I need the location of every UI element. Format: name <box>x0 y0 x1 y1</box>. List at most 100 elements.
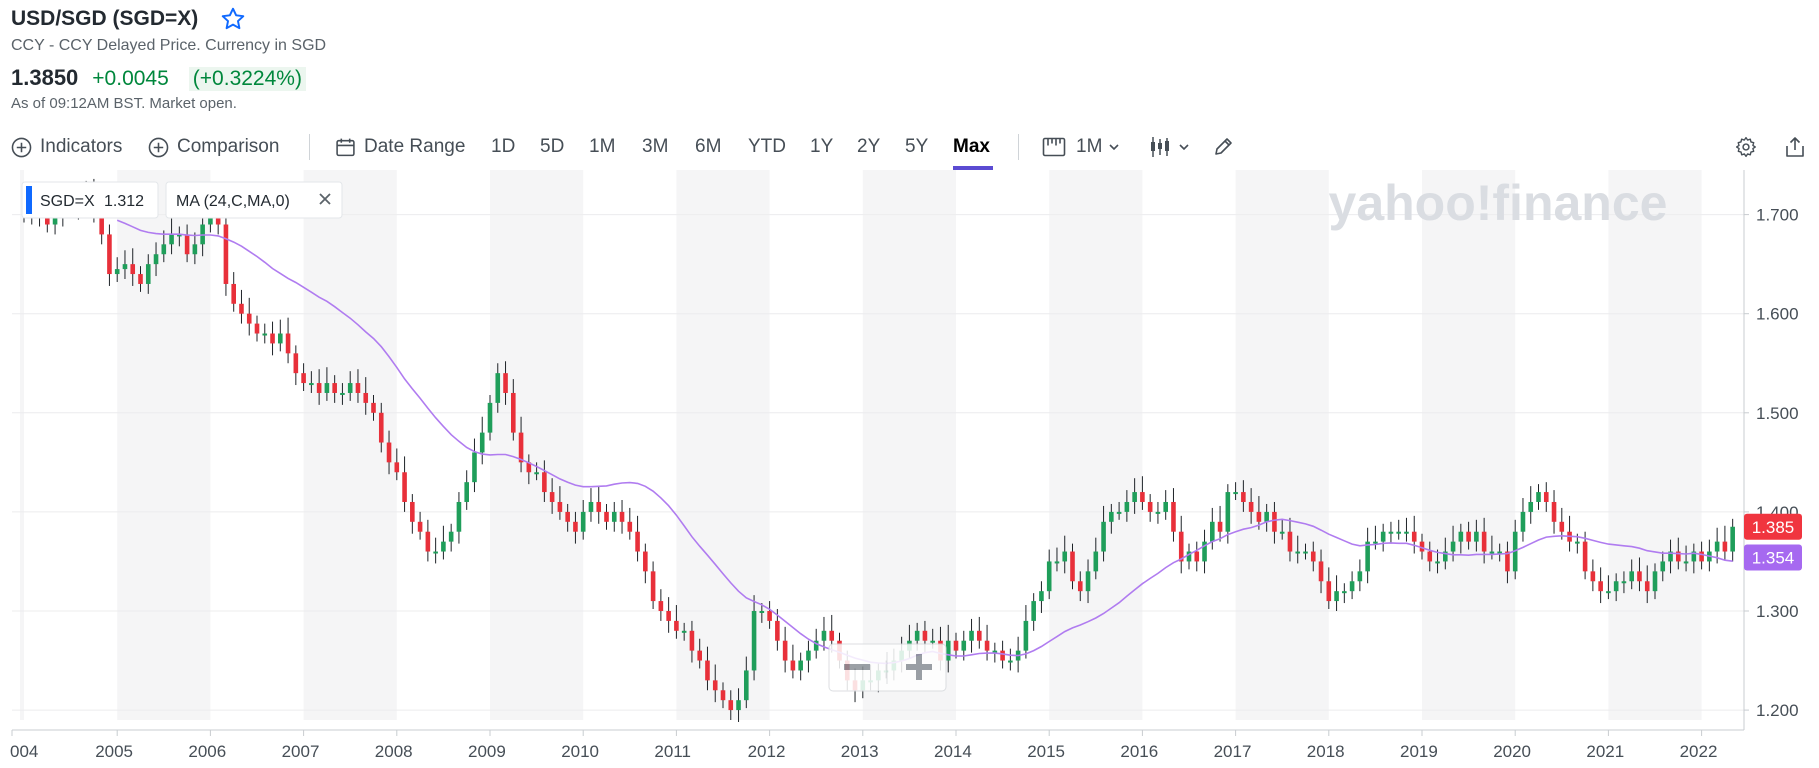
range-2y[interactable]: 2Y <box>857 136 881 157</box>
price-change: +0.0045 <box>92 67 169 90</box>
candle-body <box>99 214 104 235</box>
indicators-label: Indicators <box>40 136 123 157</box>
candle-body <box>782 640 788 661</box>
range-ytd[interactable]: YTD <box>748 136 786 157</box>
range-6m[interactable]: 6M <box>695 136 722 157</box>
range-1y[interactable]: 1Y <box>810 136 834 157</box>
candle-body <box>371 402 376 413</box>
settings-button[interactable] <box>1735 128 1757 166</box>
candle-body <box>278 333 283 344</box>
candle-body <box>922 630 928 641</box>
candle-body <box>472 452 477 483</box>
x-tick-label: 2020 <box>1493 742 1531 761</box>
candle-body <box>231 283 236 304</box>
candle-body <box>301 373 306 384</box>
candle-body <box>744 670 749 701</box>
ma-value-label: 1.354 <box>1752 548 1795 567</box>
candle-body <box>1194 551 1200 562</box>
candle-body <box>316 383 322 393</box>
candle-body <box>1668 551 1673 562</box>
candle-body <box>1248 501 1254 512</box>
comparison-button[interactable]: Comparison <box>148 128 279 166</box>
candle-body <box>992 650 998 653</box>
candle-body <box>1621 581 1627 584</box>
candle-body <box>114 269 120 275</box>
chart-type-dropdown[interactable] <box>1148 128 1190 166</box>
chart-canvas[interactable]: yahoo!finance 1.2001.3001.4001.5001.6001… <box>0 170 1819 763</box>
candle-body <box>821 630 827 641</box>
candle-body <box>479 432 485 453</box>
candle-body <box>122 264 128 270</box>
zoom-in-button[interactable] <box>906 654 932 680</box>
candle-body <box>1039 591 1044 602</box>
year-bands <box>20 170 1702 720</box>
range-1d[interactable]: 1D <box>491 136 516 157</box>
candle-body <box>1606 591 1611 594</box>
year-band <box>20 170 24 720</box>
share-button[interactable] <box>1785 128 1805 166</box>
candle-body <box>153 254 159 265</box>
range-5y[interactable]: 5Y <box>905 136 929 157</box>
last-price-tag: 1.385 <box>1744 513 1802 540</box>
y-tick-label: 1.300 <box>1756 602 1799 621</box>
candle-body <box>1093 551 1099 572</box>
range-1m[interactable]: 1M <box>589 136 616 157</box>
candle-body <box>169 234 174 245</box>
candle-body <box>433 551 438 554</box>
candle-body <box>1210 521 1215 542</box>
candle-body <box>1310 551 1316 562</box>
candle-body <box>1062 551 1068 562</box>
x-tick-label: 2011 <box>654 742 691 761</box>
candle-body <box>1683 561 1689 564</box>
range-max[interactable]: Max <box>953 136 990 157</box>
candle-body <box>293 353 299 374</box>
year-band <box>303 170 397 720</box>
y-tick-label: 1.200 <box>1756 701 1799 720</box>
indicators-button[interactable]: Indicators <box>11 128 122 166</box>
indicator-legend[interactable]: MA (24,C,MA,0) <box>165 181 343 219</box>
close-icon[interactable] <box>319 193 331 205</box>
candle-body <box>363 392 369 403</box>
x-tick-label: 2012 <box>748 742 786 761</box>
minus-icon <box>844 664 870 670</box>
draw-button[interactable] <box>1212 128 1234 166</box>
ruler-icon <box>1042 136 1066 158</box>
y-tick-label: 1.700 <box>1756 206 1799 225</box>
candle-body <box>394 462 400 473</box>
candle-body <box>611 511 617 522</box>
year-band <box>1608 170 1702 720</box>
candle-body <box>239 303 244 314</box>
candle-body <box>285 333 291 354</box>
x-tick-label: 2005 <box>95 742 133 761</box>
x-tick-label: 2019 <box>1400 742 1438 761</box>
candle-body <box>1334 591 1339 602</box>
range-5d[interactable]: 5D <box>540 136 565 157</box>
candle-body <box>573 521 578 532</box>
candle-body <box>1582 541 1588 572</box>
plus-icon <box>906 654 932 680</box>
year-band <box>1049 170 1143 720</box>
date-range-button[interactable]: Date Range <box>335 128 465 166</box>
candle-body <box>1474 531 1479 542</box>
range-3m[interactable]: 3M <box>642 136 669 157</box>
candle-body <box>674 620 679 631</box>
candle-body <box>588 501 594 512</box>
star-icon[interactable] <box>220 6 246 32</box>
candle-body <box>1365 541 1370 572</box>
gridlines <box>12 214 1744 711</box>
year-band <box>1422 170 1516 720</box>
candle-body <box>1443 551 1448 562</box>
candle-body <box>262 333 268 336</box>
zoom-out-button[interactable] <box>844 664 870 670</box>
candle-body <box>1178 531 1184 562</box>
candle-body <box>1357 571 1363 582</box>
candle-body <box>208 214 213 225</box>
candle-body <box>1652 571 1658 592</box>
candle-body <box>666 610 671 621</box>
toolbar-divider <box>309 134 310 160</box>
interval-dropdown[interactable]: 1M <box>1042 128 1120 166</box>
price-chart[interactable]: yahoo!finance 1.200 1.300 1.400 1.500 1.600 1… <box>0 170 1819 763</box>
candle-body <box>1241 492 1246 502</box>
candle-body <box>1396 531 1401 534</box>
price-change-percent: (+0.3224%) <box>188 67 306 91</box>
